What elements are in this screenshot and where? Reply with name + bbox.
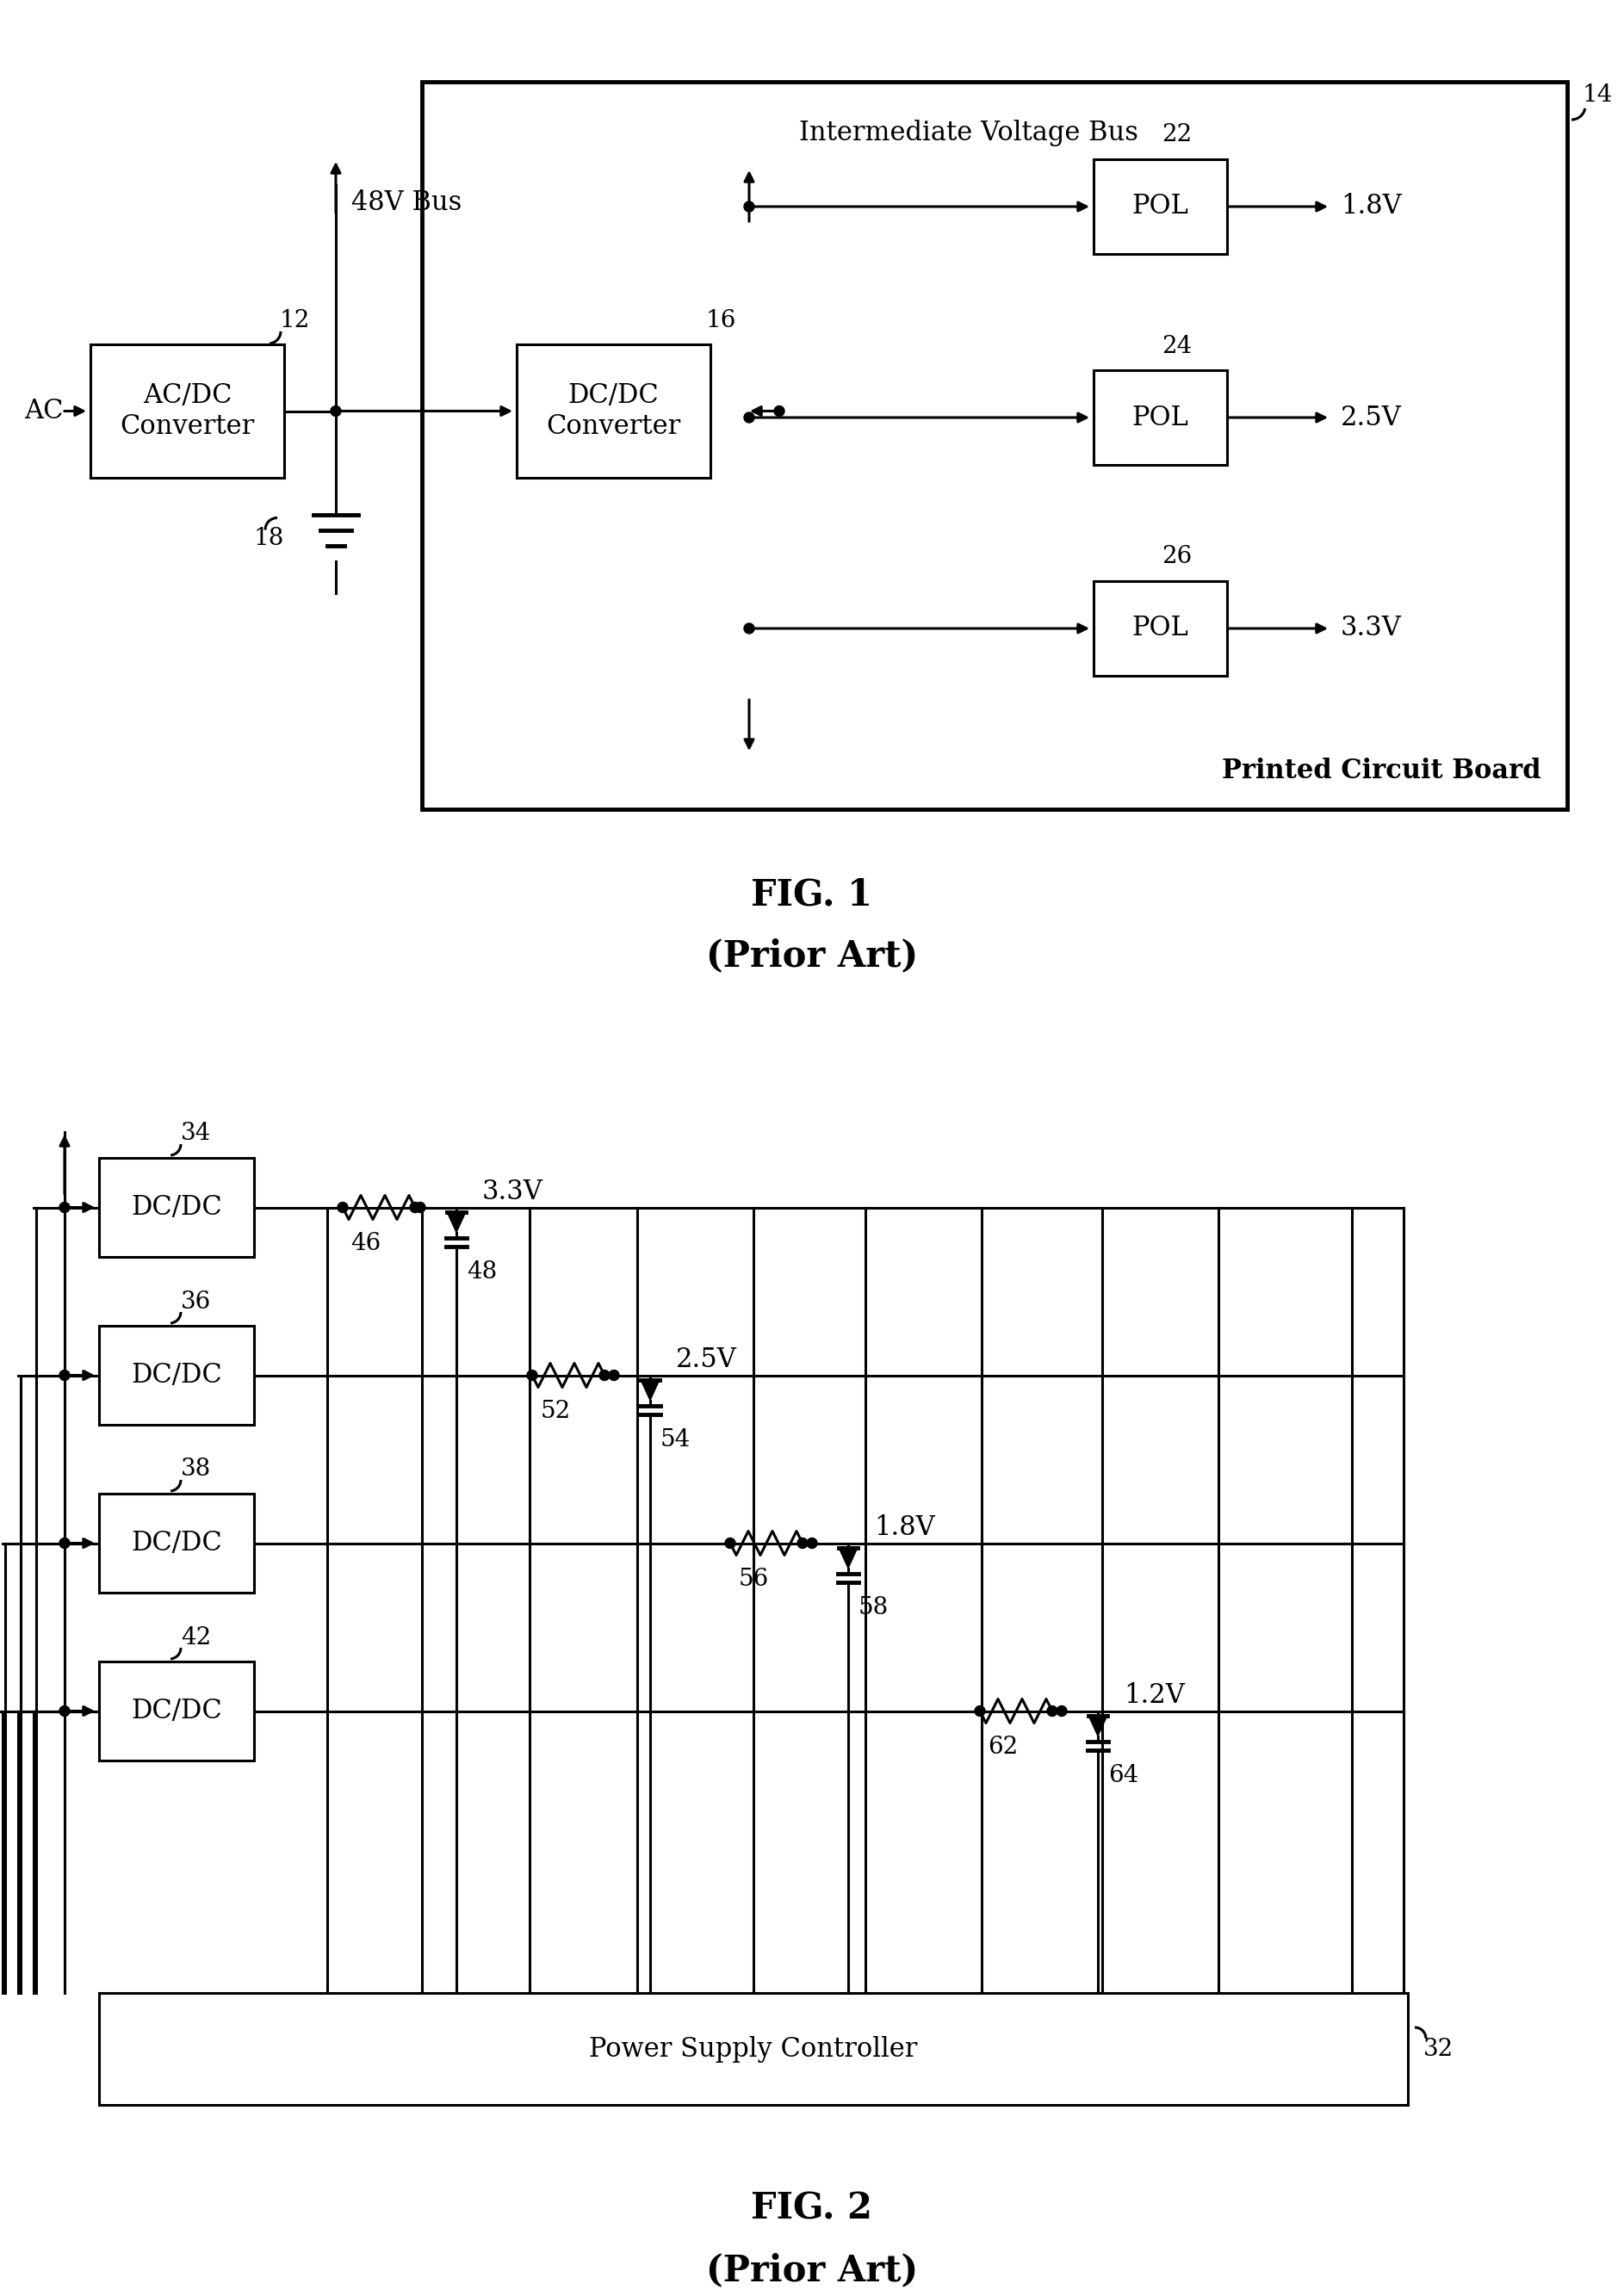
Text: FIG. 2: FIG. 2 [752, 2190, 872, 2227]
Circle shape [1047, 1706, 1057, 1715]
Circle shape [331, 406, 341, 416]
Bar [99, 1325, 253, 1426]
Text: POL: POL [1132, 615, 1189, 643]
Text: FIG. 1: FIG. 1 [752, 877, 872, 914]
Circle shape [60, 1203, 70, 1212]
Circle shape [60, 1706, 70, 1715]
Text: Printed Circuit Board: Printed Circuit Board [1223, 758, 1541, 783]
Text: 18: 18 [253, 526, 284, 551]
Bar [99, 1662, 253, 1761]
Text: DC/DC: DC/DC [132, 1362, 222, 1389]
Text: 54: 54 [661, 1428, 690, 1451]
Text: 56: 56 [739, 1568, 768, 1591]
Text: DC/DC: DC/DC [132, 1194, 222, 1221]
Text: 1.8V: 1.8V [1341, 193, 1402, 220]
Bar [91, 344, 284, 478]
Text: POL: POL [1132, 404, 1189, 432]
Text: DC/DC: DC/DC [132, 1697, 222, 1724]
Bar [99, 1157, 253, 1256]
Circle shape [775, 406, 784, 416]
Text: 64: 64 [1108, 1763, 1138, 1786]
Circle shape [797, 1538, 807, 1548]
Text: 12: 12 [279, 308, 310, 333]
Text: 48: 48 [466, 1261, 497, 1283]
Bar [1093, 581, 1228, 675]
Text: 3.3V: 3.3V [482, 1178, 544, 1205]
Text: 48V Bus: 48V Bus [351, 188, 461, 216]
Circle shape [416, 1203, 425, 1212]
Text: 24: 24 [1163, 335, 1192, 358]
Circle shape [338, 1203, 348, 1212]
Polygon shape [1088, 1715, 1108, 1736]
Text: Power Supply Controller: Power Supply Controller [590, 2037, 918, 2062]
Polygon shape [838, 1548, 857, 1568]
Polygon shape [640, 1380, 659, 1401]
Text: AC/DC
Converter: AC/DC Converter [120, 383, 255, 441]
Text: 1.8V: 1.8V [874, 1515, 935, 1541]
Text: (Prior Art): (Prior Art) [706, 2252, 918, 2289]
Circle shape [744, 413, 754, 422]
Text: 52: 52 [541, 1401, 570, 1424]
Text: Intermediate Voltage Bus: Intermediate Voltage Bus [799, 119, 1138, 147]
Text: 32: 32 [1423, 2037, 1453, 2060]
Text: AC: AC [24, 397, 63, 425]
Text: DC/DC
Converter: DC/DC Converter [546, 383, 680, 441]
Text: 14: 14 [1583, 83, 1613, 106]
Text: 22: 22 [1163, 124, 1192, 147]
Bar [1093, 370, 1228, 464]
Text: POL: POL [1132, 193, 1189, 220]
Circle shape [724, 1538, 736, 1548]
Bar [99, 1495, 253, 1593]
Text: 38: 38 [180, 1458, 211, 1481]
Text: 2.5V: 2.5V [676, 1345, 737, 1373]
Bar [99, 1993, 1408, 2105]
Circle shape [744, 622, 754, 634]
Text: 58: 58 [859, 1596, 888, 1619]
Circle shape [526, 1371, 538, 1380]
Circle shape [60, 1371, 70, 1380]
Bar [422, 83, 1567, 808]
Text: 2.5V: 2.5V [1341, 404, 1402, 432]
Circle shape [409, 1203, 421, 1212]
Circle shape [60, 1538, 70, 1548]
Text: (Prior Art): (Prior Art) [706, 937, 918, 974]
Bar [1093, 158, 1228, 255]
Circle shape [744, 202, 754, 211]
Circle shape [974, 1706, 986, 1715]
Text: DC/DC: DC/DC [132, 1529, 222, 1557]
Text: 1.2V: 1.2V [1124, 1683, 1186, 1708]
Circle shape [609, 1371, 619, 1380]
Text: 42: 42 [180, 1626, 211, 1649]
Circle shape [599, 1371, 609, 1380]
Text: 3.3V: 3.3V [1341, 615, 1402, 643]
Text: 26: 26 [1163, 546, 1192, 569]
Circle shape [1057, 1706, 1067, 1715]
Text: 62: 62 [987, 1736, 1018, 1759]
Text: 46: 46 [351, 1233, 382, 1256]
Bar [516, 344, 710, 478]
Polygon shape [447, 1212, 466, 1233]
Circle shape [807, 1538, 817, 1548]
Text: 16: 16 [706, 308, 737, 333]
Text: 36: 36 [180, 1290, 211, 1313]
Text: 34: 34 [180, 1123, 211, 1146]
